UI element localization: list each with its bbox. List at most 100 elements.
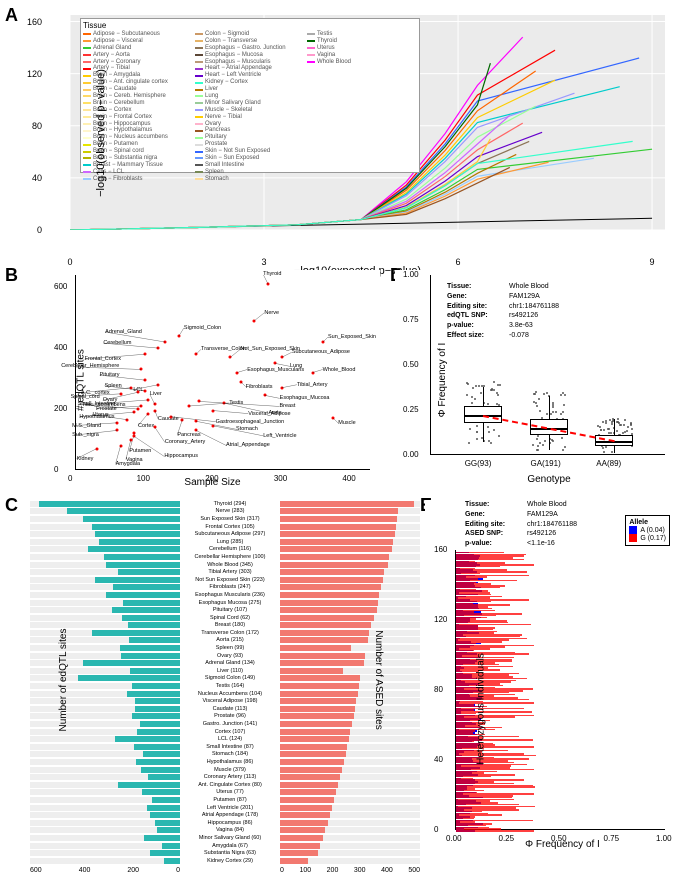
bar-row: Esophagus Muscularis (236) bbox=[30, 591, 430, 599]
axis-b-x: Sample Size bbox=[184, 477, 240, 488]
legend-item: Ovary bbox=[195, 121, 305, 128]
axis-c-right: Number of ASED sites bbox=[373, 630, 384, 729]
scatter-point bbox=[153, 403, 156, 406]
scatter-point bbox=[143, 353, 146, 356]
scatter-point bbox=[157, 347, 160, 350]
scatter-label: Cortex bbox=[138, 423, 154, 429]
scatter-point bbox=[321, 341, 324, 344]
legend-title: Tissue bbox=[83, 21, 417, 30]
scatter-label: Cerebellum bbox=[103, 340, 131, 346]
bar-row: Ovary (93) bbox=[30, 652, 430, 660]
legend-item: Prostate bbox=[195, 141, 305, 148]
bar-row: Uterus (77) bbox=[30, 789, 430, 797]
scatter-point bbox=[181, 418, 184, 421]
axis-e-y: Heterozygous Individuals bbox=[475, 653, 486, 765]
scatter-point bbox=[239, 380, 242, 383]
scatter-label: Liver bbox=[150, 391, 162, 397]
scatter-point bbox=[212, 409, 215, 412]
bar-row: Lung (285) bbox=[30, 538, 430, 546]
scatter-label: Frontal_Cortex bbox=[85, 356, 121, 362]
scatter-point bbox=[212, 424, 215, 427]
scatter-point bbox=[195, 353, 198, 356]
bar-row: Adrenal Gland (134) bbox=[30, 659, 430, 667]
legend-item: Vagina bbox=[307, 52, 417, 59]
scatter-point bbox=[133, 435, 136, 438]
panel-c-bars: Thyroid (294) Nerve (283) Sun Exposed Sk… bbox=[20, 500, 420, 860]
bar-row: Ant. Cingulate Cortex (80) bbox=[30, 781, 430, 789]
scatter-label: Amygdala bbox=[116, 461, 140, 467]
bar-row: Tibial Artery (303) bbox=[30, 568, 430, 576]
bar-row: Cortex (107) bbox=[30, 728, 430, 736]
scatter-point bbox=[267, 283, 270, 286]
scatter-label: Coronary_Artery bbox=[165, 439, 205, 445]
scatter-label: Spleen bbox=[105, 383, 122, 389]
bar-row: Visceral Adipose (198) bbox=[30, 697, 430, 705]
scatter-point bbox=[126, 418, 129, 421]
legend-item: Thyroid bbox=[307, 38, 417, 45]
scatter-point bbox=[169, 415, 172, 418]
scatter-label: Gastroesophageal_Junction bbox=[216, 419, 285, 425]
scatter-point bbox=[177, 334, 180, 337]
bar-row: Transverse Colon (172) bbox=[30, 629, 430, 637]
scatter-label: Sun_Exposed_Skin bbox=[328, 334, 376, 340]
legend-item: Esophagus − Muscularis bbox=[195, 59, 305, 66]
scatter-point bbox=[332, 417, 335, 420]
bar-row: Testis (164) bbox=[30, 682, 430, 690]
legend-item: Adipose − Subcutaneous bbox=[83, 31, 193, 38]
bar-row: Minor Salivary Gland (60) bbox=[30, 834, 430, 842]
bar-row: Spleen (99) bbox=[30, 644, 430, 652]
scatter-point bbox=[195, 420, 198, 423]
scatter-label: M.S._Gland bbox=[72, 423, 101, 429]
scatter-point bbox=[188, 405, 191, 408]
scatter-point bbox=[280, 386, 283, 389]
legend-item: Skin − Sun Exposed bbox=[195, 155, 305, 162]
bar-row: Atrial Appendage (178) bbox=[30, 811, 430, 819]
plot-e: 0.000.250.500.751.0004080120160 bbox=[455, 550, 665, 830]
scatter-label: Pituitary bbox=[100, 372, 120, 378]
label-a: A bbox=[5, 5, 18, 26]
scatter-label: Uterus bbox=[92, 412, 108, 418]
scatter-point bbox=[140, 368, 143, 371]
bar-row: Coronary Artery (113) bbox=[30, 773, 430, 781]
scatter-point bbox=[136, 391, 139, 394]
bar-row: Stomach (184) bbox=[30, 751, 430, 759]
bar-row: Not Sun Exposed Skin (223) bbox=[30, 576, 430, 584]
legend-a: Tissue Adipose − SubcutaneousAdipose − V… bbox=[80, 18, 420, 173]
scatter-point bbox=[198, 400, 201, 403]
bar-row: Caudate (113) bbox=[30, 705, 430, 713]
panel-b-scatter: 01002003004000200400600ThyroidNerveSun_E… bbox=[45, 270, 380, 490]
legend-item: Minor Salivary Gland bbox=[195, 100, 305, 107]
scatter-label: Hippocampus bbox=[164, 453, 198, 459]
scatter-point bbox=[133, 411, 136, 414]
scatter-label: Sub._nigra bbox=[72, 432, 99, 438]
legend-e: AlleleA (0.04)G (0.17) bbox=[625, 515, 670, 546]
scatter-point bbox=[147, 398, 150, 401]
scatter-point bbox=[222, 401, 225, 404]
scatter-point bbox=[273, 362, 276, 365]
bar-row: Gastro. Junction (141) bbox=[30, 720, 430, 728]
scatter-label: Fibroblasts bbox=[246, 384, 273, 390]
scatter-label: Adrenal_Gland bbox=[105, 329, 142, 335]
scatter-label: Stomach bbox=[236, 426, 258, 432]
bar-row: Cerebellum (116) bbox=[30, 546, 430, 554]
scatter-point bbox=[136, 408, 139, 411]
bar-row: Whole Blood (345) bbox=[30, 561, 430, 569]
bar-row: Nucleus Accumbens (104) bbox=[30, 690, 430, 698]
bar-row: Prostate (96) bbox=[30, 713, 430, 721]
scatter-label: Atrial_Appendage bbox=[226, 442, 270, 448]
legend-item: Adipose − Visceral bbox=[83, 38, 193, 45]
legend-item: Pituitary bbox=[195, 134, 305, 141]
scatter-point bbox=[143, 389, 146, 392]
legend-item: Lung bbox=[195, 93, 305, 100]
info-e: Tissue:Whole BloodGene:FAM129AEditing si… bbox=[465, 500, 577, 549]
scatter-label: Putamen bbox=[129, 448, 151, 454]
bar-row: Vagina (84) bbox=[30, 827, 430, 835]
legend-item: Heart − Atrial Appendage bbox=[195, 65, 305, 72]
legend-item: Artery − Coronary bbox=[83, 59, 193, 66]
scatter-label: Thyroid bbox=[263, 271, 281, 277]
bar-row: Nerve (283) bbox=[30, 508, 430, 516]
scatter-point bbox=[140, 405, 143, 408]
legend-item: Skin − Not Sun Exposed bbox=[195, 148, 305, 155]
scatter-point bbox=[229, 356, 232, 359]
scatter-label: Esophagus_Muscularis bbox=[247, 367, 304, 373]
